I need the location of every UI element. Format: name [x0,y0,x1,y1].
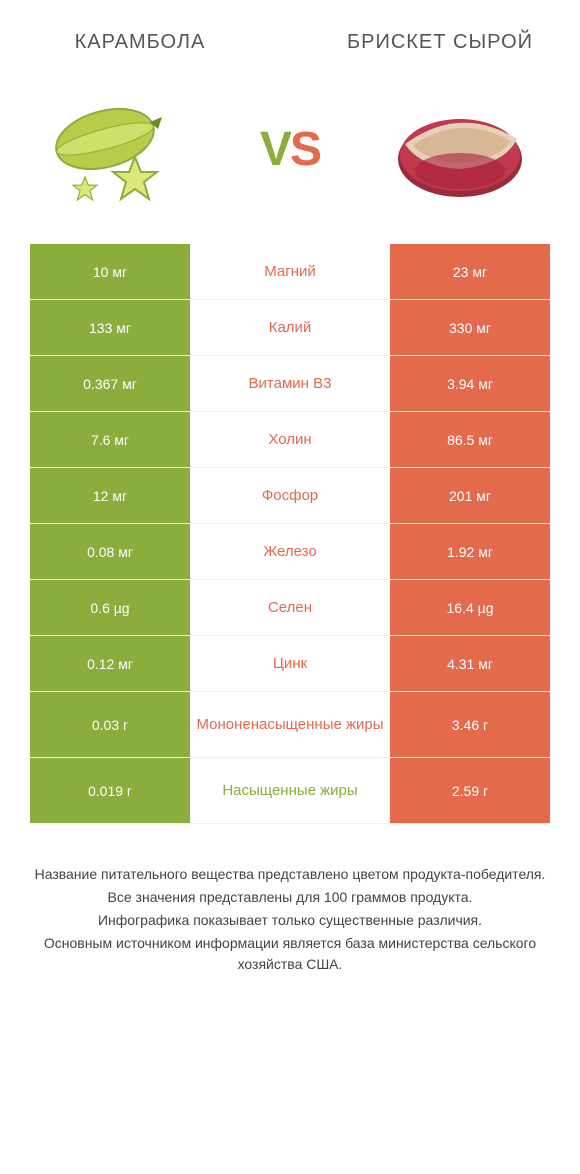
left-value-cell: 0.03 г [30,692,190,757]
nutrient-label: Мононенасыщенные жиры [190,692,390,757]
table-row: 7.6 мгХолин86.5 мг [30,412,550,468]
nutrient-label: Фосфор [190,468,390,523]
footer-line: Инфографика показывает только существенн… [30,910,550,931]
left-value-cell: 0.08 мг [30,524,190,579]
nutrient-label: Селен [190,580,390,635]
right-value-cell: 3.46 г [390,692,550,757]
vs-letter-v: V [260,123,290,176]
nutrient-label: Насыщенные жиры [190,758,390,823]
table-row: 0.367 мгВитамин B33.94 мг [30,356,550,412]
right-value-cell: 4.31 мг [390,636,550,691]
nutrient-label: Магний [190,244,390,299]
left-product-title: КАРАМБОЛА [40,30,240,54]
left-value-cell: 7.6 мг [30,412,190,467]
nutrient-label: Калий [190,300,390,355]
comparison-table: 10 мгМагний23 мг133 мгКалий330 мг0.367 м… [30,244,550,824]
images-row: VS [0,64,580,244]
nutrient-label: Холин [190,412,390,467]
table-row: 0.08 мгЖелезо1.92 мг [30,524,550,580]
right-product-image [380,84,540,214]
left-value-cell: 0.019 г [30,758,190,823]
left-value-cell: 133 мг [30,300,190,355]
table-row: 0.019 гНасыщенные жиры2.59 г [30,758,550,824]
nutrient-label: Цинк [190,636,390,691]
right-value-cell: 2.59 г [390,758,550,823]
right-value-cell: 330 мг [390,300,550,355]
table-row: 133 мгКалий330 мг [30,300,550,356]
right-value-cell: 201 мг [390,468,550,523]
right-value-cell: 23 мг [390,244,550,299]
nutrient-label: Витамин B3 [190,356,390,411]
table-row: 0.6 µgСелен16.4 µg [30,580,550,636]
table-row: 12 мгФосфор201 мг [30,468,550,524]
right-product-title: БРИСКЕТ СЫРОЙ [340,30,540,54]
right-value-cell: 16.4 µg [390,580,550,635]
header: КАРАМБОЛА БРИСКЕТ СЫРОЙ [0,0,580,64]
left-product-image [40,84,200,214]
table-row: 10 мгМагний23 мг [30,244,550,300]
vs-letter-s: S [290,123,320,176]
nutrient-label: Железо [190,524,390,579]
table-row: 0.12 мгЦинк4.31 мг [30,636,550,692]
left-value-cell: 0.12 мг [30,636,190,691]
footer-line: Все значения представлены для 100 граммо… [30,887,550,908]
left-value-cell: 12 мг [30,468,190,523]
left-value-cell: 0.6 µg [30,580,190,635]
left-value-cell: 10 мг [30,244,190,299]
right-value-cell: 1.92 мг [390,524,550,579]
footer-line: Основным источником информации является … [30,933,550,975]
table-row: 0.03 гМононенасыщенные жиры3.46 г [30,692,550,758]
vs-label: VS [260,122,320,177]
right-value-cell: 86.5 мг [390,412,550,467]
left-value-cell: 0.367 мг [30,356,190,411]
footer-notes: Название питательного вещества представл… [0,864,580,975]
right-value-cell: 3.94 мг [390,356,550,411]
footer-line: Название питательного вещества представл… [30,864,550,885]
